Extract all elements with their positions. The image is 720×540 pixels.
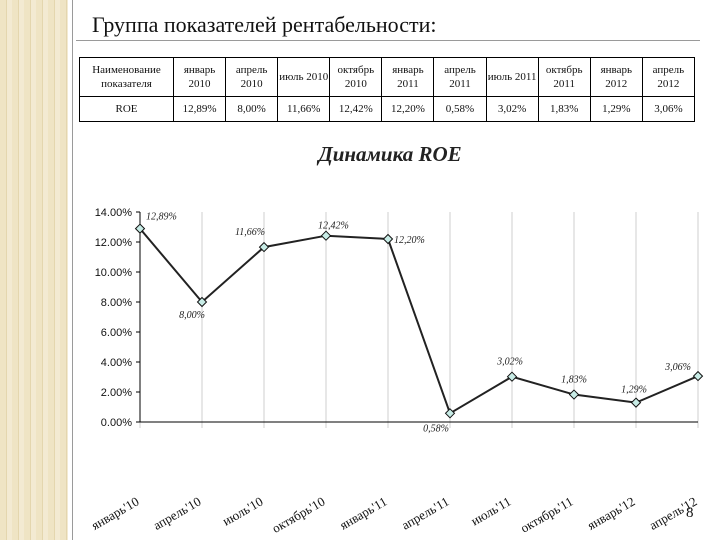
data-label: 1,29% (621, 385, 647, 396)
data-label: 12,42% (318, 221, 349, 232)
data-label: 1,83% (561, 375, 587, 386)
header-label-cell: Наименование показателя (79, 57, 174, 97)
value-cell: 0,58% (433, 96, 487, 122)
data-point-marker (134, 223, 146, 234)
x-tick-label: апрель'10 (150, 494, 203, 533)
value-cell: 12,42% (329, 96, 383, 122)
x-tick-label: июль'11 (468, 494, 513, 529)
column-header: январь 2010 (172, 57, 227, 97)
y-tick-label: 4.00% (101, 357, 132, 369)
data-point-marker (444, 408, 456, 419)
y-tick-label: 12.00% (95, 237, 133, 249)
data-point-marker (506, 371, 518, 382)
x-tick-label: январь'11 (337, 494, 390, 533)
title-underline (76, 40, 700, 41)
data-point-marker (382, 233, 394, 245)
data-label: 11,66% (235, 227, 265, 238)
data-point-marker (258, 241, 270, 253)
value-cell: 3,02% (485, 96, 539, 122)
y-tick-label: 10.00% (95, 267, 133, 279)
row-label-cell: ROE (79, 96, 174, 122)
y-tick-label: 6.00% (101, 327, 132, 339)
data-point-marker (692, 370, 704, 382)
column-header: октябрь 2010 (329, 57, 383, 97)
value-cell: 11,66% (277, 96, 331, 122)
data-label: 8,00% (179, 310, 205, 321)
decorative-stripes (0, 0, 68, 540)
data-label: 12,89% (146, 212, 177, 223)
value-cell: 12,89% (172, 96, 227, 122)
column-header: январь 2011 (381, 57, 435, 97)
y-tick-label: 2.00% (101, 387, 132, 399)
y-tick-label: 8.00% (101, 297, 132, 309)
chart-title: Динамика ROE (318, 142, 462, 166)
table-row: ROE 12,89% 8,00% 11,66% 12,42% 12,20% 0,58% 3,… (79, 96, 696, 122)
data-point-marker (320, 230, 332, 241)
page-number: 8 (686, 505, 694, 521)
value-cell: 3,06% (641, 96, 696, 122)
data-point-marker (630, 397, 642, 408)
column-header: апрель 2011 (433, 57, 487, 97)
x-tick-label: октябрь'11 (518, 494, 576, 536)
vertical-rule (72, 0, 73, 540)
value-cell: 8,00% (225, 96, 279, 122)
y-tick-label: 0.00% (101, 417, 132, 429)
x-tick-label: январь'10 (89, 494, 142, 533)
x-tick-label: январь'12 (585, 494, 638, 533)
column-header: январь 2012 (589, 57, 643, 97)
column-header: октябрь 2011 (537, 57, 591, 97)
data-label: 0,58% (423, 423, 449, 434)
indicator-table: Наименование показателя январь 2010 апрел… (79, 57, 696, 122)
column-header: апрель 2012 (641, 57, 696, 97)
data-label: 12,20% (394, 235, 425, 246)
value-cell: 12,20% (381, 96, 435, 122)
data-point-marker (568, 389, 580, 400)
x-tick-label: апрель'11 (399, 494, 452, 533)
data-label: 3,02% (496, 357, 523, 368)
data-label: 3,06% (664, 362, 691, 373)
roe-series-line (139, 228, 699, 415)
x-tick-label: июль'10 (220, 494, 266, 529)
y-tick-label: 14.00% (95, 207, 133, 219)
data-point-marker (196, 296, 208, 308)
x-tick-label: октябрь'10 (269, 494, 327, 536)
value-cell: 1,83% (537, 96, 591, 122)
page-title: Группа показателей рентабельности: (92, 12, 437, 37)
